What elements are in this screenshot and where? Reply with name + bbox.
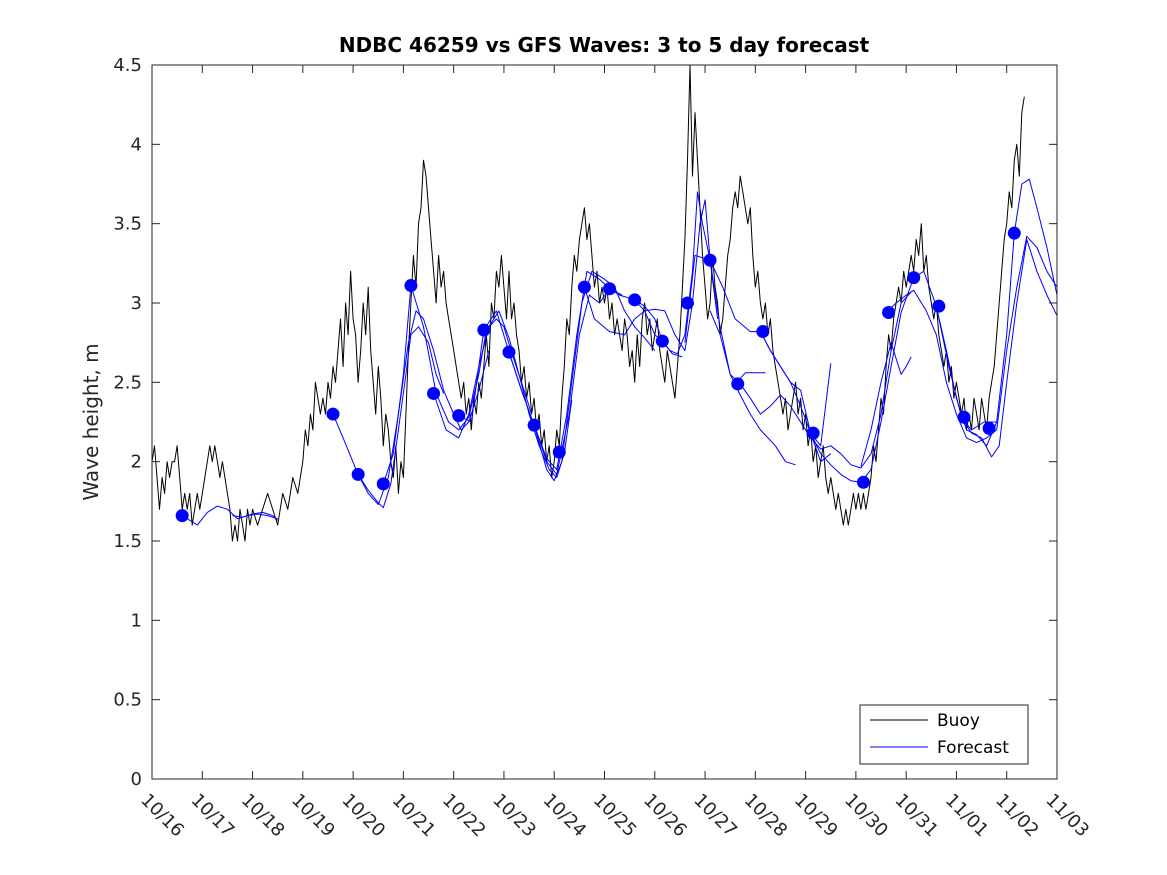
- y-tick-label: 0.5: [113, 690, 142, 711]
- x-tick-label: 10/27: [690, 790, 742, 842]
- forecast-marker: [326, 407, 340, 421]
- forecast-marker: [1007, 226, 1021, 240]
- series-layer: [151, 64, 1058, 542]
- legend: Buoy Forecast: [859, 704, 1029, 765]
- forecast-run-line: [382, 285, 533, 485]
- chart-title: NDBC 46259 vs GFS Waves: 3 to 5 day fore…: [339, 33, 870, 57]
- forecast-marker: [577, 280, 591, 294]
- forecast-marker: [628, 293, 642, 307]
- y-tick-label: 3.5: [113, 214, 142, 235]
- x-tick-label: 11/01: [941, 790, 993, 842]
- forecast-run-line: [583, 199, 719, 352]
- forecast-run-line: [232, 511, 279, 521]
- forecast-marker: [351, 467, 365, 481]
- x-tick-label: 10/21: [388, 790, 440, 842]
- forecast-marker: [376, 477, 390, 491]
- forecast-marker: [427, 386, 441, 400]
- y-tick-label: 0: [131, 769, 142, 790]
- y-tick-label: 2.5: [113, 372, 142, 393]
- x-tick-label: 10/20: [338, 790, 390, 842]
- x-tick-label: 10/22: [438, 790, 490, 842]
- legend-label-buoy: Buoy: [937, 711, 980, 731]
- y-axis: 0 0.5 1 1.5 2 2.5 3 3.5 4 4.5: [113, 55, 1057, 790]
- forecast-marker: [404, 279, 418, 293]
- forecast-marker: [703, 253, 717, 267]
- forecast-run-line: [885, 235, 1058, 444]
- x-tick-label: 11/02: [991, 790, 1043, 842]
- forecast-marker: [502, 345, 516, 359]
- forecast-run-line: [357, 310, 490, 505]
- forecast-marker: [175, 509, 189, 523]
- x-tick-label: 10/16: [136, 790, 188, 842]
- forecast-markers: [175, 226, 1021, 523]
- forecast-marker: [680, 296, 694, 310]
- forecast-marker: [603, 282, 617, 296]
- forecast-run-line: [961, 239, 1058, 458]
- forecast-marker: [452, 409, 466, 423]
- y-tick-label: 4: [131, 134, 142, 155]
- forecast-marker: [957, 410, 971, 424]
- forecast-marker: [882, 306, 896, 320]
- forecast-marker: [907, 271, 921, 285]
- y-tick-label: 1: [131, 610, 142, 631]
- x-tick-label: 10/18: [237, 790, 289, 842]
- x-tick-label: 10/28: [740, 790, 792, 842]
- x-tick-label: 11/03: [1041, 790, 1093, 842]
- y-axis-label: Wave height, m: [79, 343, 103, 500]
- forecast-marker: [806, 426, 820, 440]
- forecast-marker: [932, 299, 946, 313]
- x-tick-label: 10/26: [639, 790, 691, 842]
- forecast-marker: [856, 475, 870, 489]
- legend-box: [859, 704, 1029, 765]
- forecast-run-line: [759, 270, 997, 483]
- x-tick-label: 10/24: [539, 790, 591, 842]
- x-tick-label: 10/30: [840, 790, 892, 842]
- y-tick-label: 2: [131, 452, 142, 473]
- y-tick-label: 1.5: [113, 531, 142, 552]
- y-tick-label: 4.5: [113, 55, 142, 76]
- forecast-run-line: [860, 342, 912, 467]
- forecast-run-line: [181, 505, 278, 526]
- buoy-series-line: [151, 64, 1025, 542]
- plot-area-frame: [151, 64, 1058, 780]
- y-tick-label: 3: [131, 293, 142, 314]
- legend-label-forecast: Forecast: [937, 738, 1009, 758]
- x-tick-label: 10/17: [187, 790, 239, 842]
- forecast-marker: [982, 421, 996, 435]
- forecast-marker: [477, 323, 491, 337]
- forecast-run-line: [433, 310, 573, 478]
- forecast-marker: [552, 445, 566, 459]
- x-tick-label: 10/23: [488, 790, 540, 842]
- x-tick-label: 10/31: [891, 790, 943, 842]
- forecast-marker: [731, 377, 745, 391]
- forecast-marker: [527, 418, 541, 432]
- forecast-marker: [756, 325, 770, 339]
- x-tick-label: 10/25: [589, 790, 641, 842]
- x-tick-label: 10/29: [790, 790, 842, 842]
- forecast-run-line: [458, 288, 623, 475]
- forecast-run-line: [935, 178, 1058, 447]
- x-tick-label: 10/19: [287, 790, 339, 842]
- forecast-marker: [655, 334, 669, 348]
